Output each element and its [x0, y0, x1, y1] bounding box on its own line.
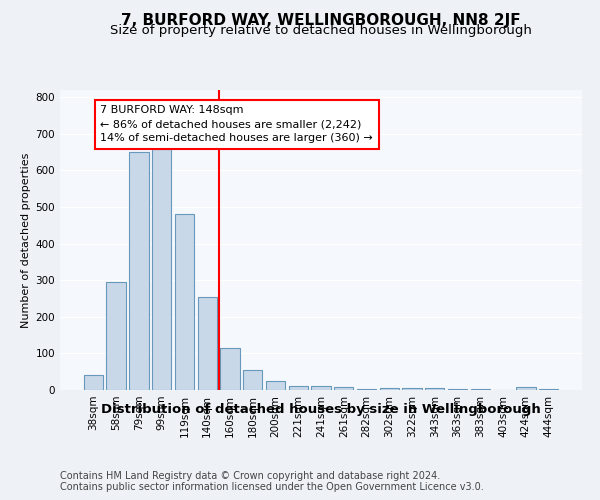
Text: Size of property relative to detached houses in Wellingborough: Size of property relative to detached ho… [110, 24, 532, 37]
Bar [84, 376, 103, 390]
Bar [539, 389, 558, 390]
Bar [470, 388, 490, 390]
Text: Contains HM Land Registry data © Crown copyright and database right 2024.: Contains HM Land Registry data © Crown c… [60, 471, 440, 481]
Bar [334, 387, 353, 390]
Bar [448, 388, 467, 390]
Bar [425, 388, 445, 390]
Bar [516, 387, 536, 390]
Y-axis label: Number of detached properties: Number of detached properties [22, 152, 31, 328]
Bar [106, 282, 126, 390]
Text: Contains public sector information licensed under the Open Government Licence v3: Contains public sector information licen… [60, 482, 484, 492]
Text: Distribution of detached houses by size in Wellingborough: Distribution of detached houses by size … [101, 402, 541, 415]
Bar [152, 148, 172, 390]
Bar [289, 386, 308, 390]
Bar [266, 381, 285, 390]
Text: 7, BURFORD WAY, WELLINGBOROUGH, NN8 2JF: 7, BURFORD WAY, WELLINGBOROUGH, NN8 2JF [121, 12, 521, 28]
Bar [403, 388, 422, 390]
Bar [197, 296, 217, 390]
Bar [380, 388, 399, 390]
Bar [311, 386, 331, 390]
Bar [175, 214, 194, 390]
Text: 7 BURFORD WAY: 148sqm
← 86% of detached houses are smaller (2,242)
14% of semi-d: 7 BURFORD WAY: 148sqm ← 86% of detached … [100, 106, 373, 144]
Bar [220, 348, 239, 390]
Bar [357, 388, 376, 390]
Bar [243, 370, 262, 390]
Bar [129, 152, 149, 390]
